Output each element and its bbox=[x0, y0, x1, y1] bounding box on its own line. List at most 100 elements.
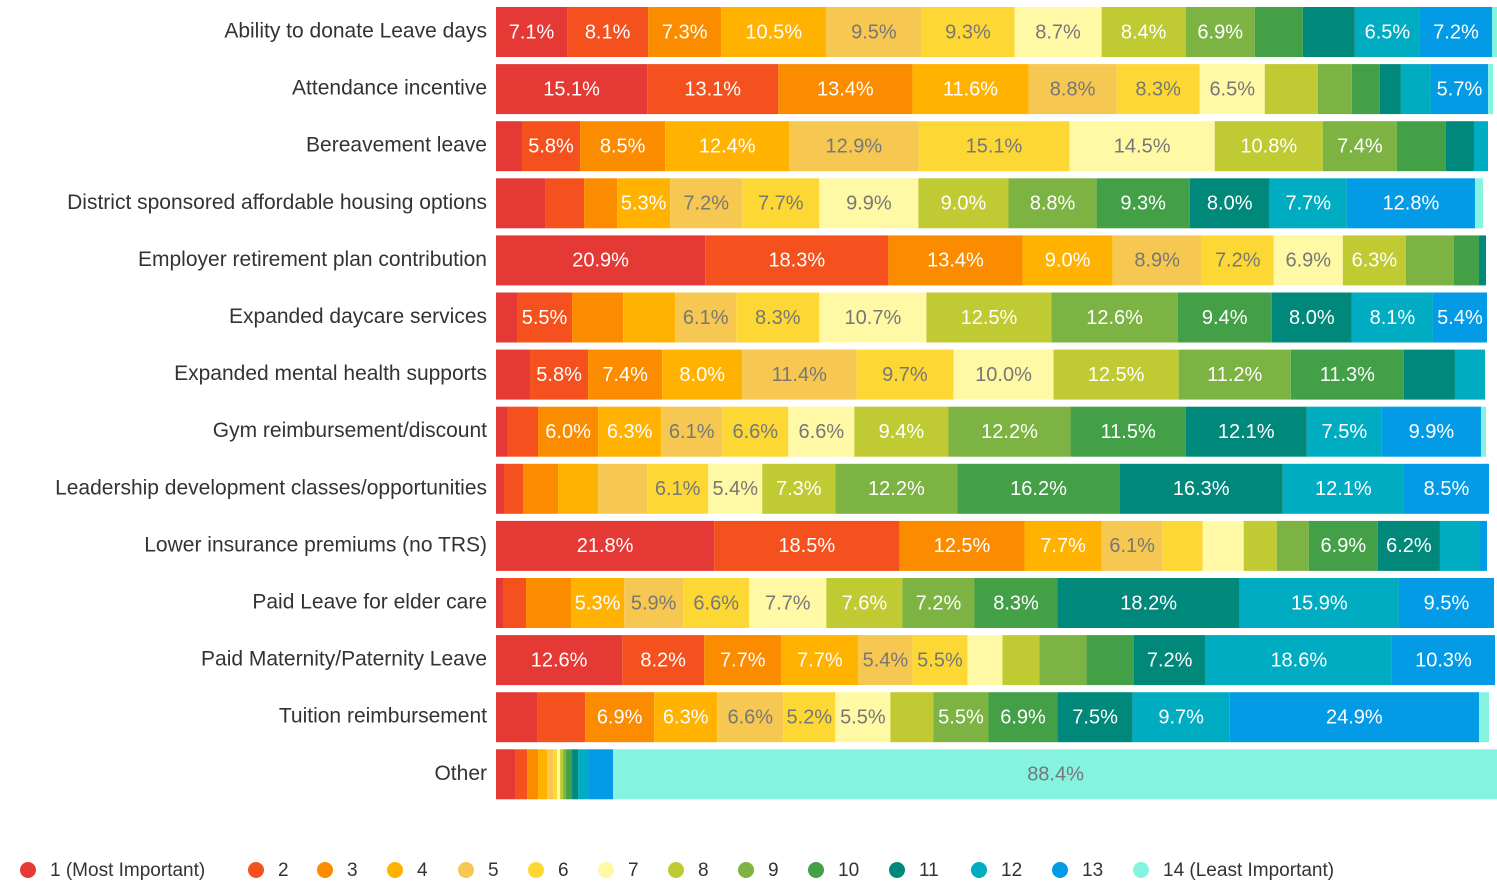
bar-segment bbox=[496, 64, 648, 115]
bar-segment bbox=[1028, 64, 1117, 115]
legend-label: 2 bbox=[278, 860, 289, 881]
legend-label: 5 bbox=[488, 860, 499, 881]
bar-segment bbox=[567, 7, 649, 57]
bar-segment bbox=[856, 349, 954, 400]
bar-segment bbox=[496, 463, 505, 514]
bar-segment bbox=[1199, 64, 1265, 115]
bar-segment bbox=[1254, 7, 1303, 57]
legend-swatch bbox=[1052, 862, 1068, 878]
bar-segment bbox=[835, 692, 891, 743]
data-label: 6.2% bbox=[1386, 535, 1432, 557]
bar-segment bbox=[854, 406, 949, 457]
data-label: 5.5% bbox=[938, 706, 984, 728]
bar-segment bbox=[1478, 692, 1489, 743]
data-label: 6.3% bbox=[607, 421, 653, 443]
data-label: 6.5% bbox=[1209, 78, 1255, 100]
bar-segment bbox=[588, 749, 614, 800]
bar-segment bbox=[1453, 235, 1479, 286]
bar-segment bbox=[778, 64, 913, 115]
data-label: 8.0% bbox=[1207, 193, 1253, 215]
bar-segment bbox=[957, 463, 1120, 514]
bar-segment bbox=[537, 692, 586, 743]
data-label: 15.1% bbox=[543, 78, 600, 100]
legend-swatch bbox=[528, 862, 544, 878]
legend-label: 14 (Least Important) bbox=[1163, 860, 1334, 881]
bar-segment bbox=[515, 749, 528, 800]
data-label: 5.7% bbox=[1437, 78, 1483, 100]
legend-swatch bbox=[458, 862, 474, 878]
bar-segment bbox=[953, 349, 1054, 400]
bar-segment bbox=[624, 578, 684, 628]
data-label: 11.6% bbox=[943, 78, 998, 100]
data-label: 5.3% bbox=[621, 193, 667, 215]
bar-segment bbox=[974, 578, 1058, 628]
bar-segment bbox=[1205, 635, 1392, 686]
bar-segment bbox=[526, 578, 572, 628]
bar-segment bbox=[1379, 64, 1401, 115]
bar-segment bbox=[1178, 349, 1291, 400]
data-label: 5.5% bbox=[522, 307, 568, 329]
legend-swatch bbox=[1133, 862, 1149, 878]
data-label: 7.1% bbox=[509, 21, 555, 43]
data-label: 5.4% bbox=[712, 478, 758, 500]
bar-segment bbox=[1480, 406, 1486, 457]
data-label: 11.5% bbox=[1101, 421, 1156, 443]
bar-segment bbox=[566, 749, 573, 800]
bar-segment bbox=[622, 635, 705, 686]
bar-segment bbox=[558, 463, 599, 514]
data-label: 8.5% bbox=[600, 135, 646, 157]
data-label: 8.3% bbox=[1135, 78, 1181, 100]
data-label: 10.8% bbox=[1240, 135, 1297, 157]
data-label: 12.1% bbox=[1315, 478, 1372, 500]
data-label: 13.1% bbox=[684, 78, 741, 100]
data-label: 12.5% bbox=[961, 307, 1018, 329]
bar-segment bbox=[1214, 121, 1323, 172]
bar-segment bbox=[530, 349, 589, 400]
data-label: 6.1% bbox=[669, 421, 715, 443]
bar-segment bbox=[1039, 635, 1087, 686]
legend-swatch bbox=[248, 862, 264, 878]
category-label: Bereavement leave bbox=[306, 134, 487, 157]
data-label: 9.0% bbox=[1045, 250, 1091, 272]
bar-segment bbox=[1317, 64, 1352, 115]
bar-segment bbox=[1398, 578, 1494, 628]
bar-segment bbox=[496, 520, 715, 571]
bar-segment bbox=[1239, 578, 1399, 628]
legend-label: 13 bbox=[1082, 860, 1103, 881]
data-label: 9.9% bbox=[846, 193, 892, 215]
bar-segment bbox=[704, 635, 782, 686]
legend-label: 11 bbox=[919, 860, 939, 881]
bar-segment bbox=[899, 520, 1025, 571]
bar-segment bbox=[496, 349, 531, 400]
data-label: 5.8% bbox=[528, 135, 574, 157]
bar-segment bbox=[1202, 520, 1244, 571]
bar-segment bbox=[1132, 692, 1230, 743]
bar-segment bbox=[1474, 178, 1483, 229]
bar-segment bbox=[1308, 520, 1378, 571]
category-label: Paid Maternity/Paternity Leave bbox=[201, 648, 487, 671]
bar-segment bbox=[598, 463, 648, 514]
bar-segment bbox=[1396, 121, 1446, 172]
data-label: 16.2% bbox=[1010, 478, 1067, 500]
bar-segment bbox=[1473, 121, 1488, 172]
bar-segment bbox=[1403, 349, 1455, 400]
bar-segment bbox=[538, 749, 548, 800]
bar-segment bbox=[890, 692, 934, 743]
bar-segment bbox=[1479, 520, 1487, 571]
bar-segment bbox=[1432, 292, 1487, 343]
data-label: 5.4% bbox=[1437, 307, 1483, 329]
category-label: Expanded mental health supports bbox=[174, 362, 487, 385]
data-label: 5.5% bbox=[840, 706, 886, 728]
bar-segment bbox=[819, 292, 927, 343]
data-label: 6.0% bbox=[545, 421, 591, 443]
bar-segment bbox=[1185, 7, 1255, 57]
bar-segment bbox=[683, 578, 750, 628]
bar-segment bbox=[496, 178, 546, 229]
legend-label: 10 bbox=[838, 860, 859, 881]
legend-label: 3 bbox=[347, 860, 358, 881]
data-label: 7.7% bbox=[1286, 193, 1332, 215]
bar-segment bbox=[496, 578, 504, 628]
data-label: 8.3% bbox=[755, 307, 801, 329]
data-label: 12.5% bbox=[934, 535, 991, 557]
